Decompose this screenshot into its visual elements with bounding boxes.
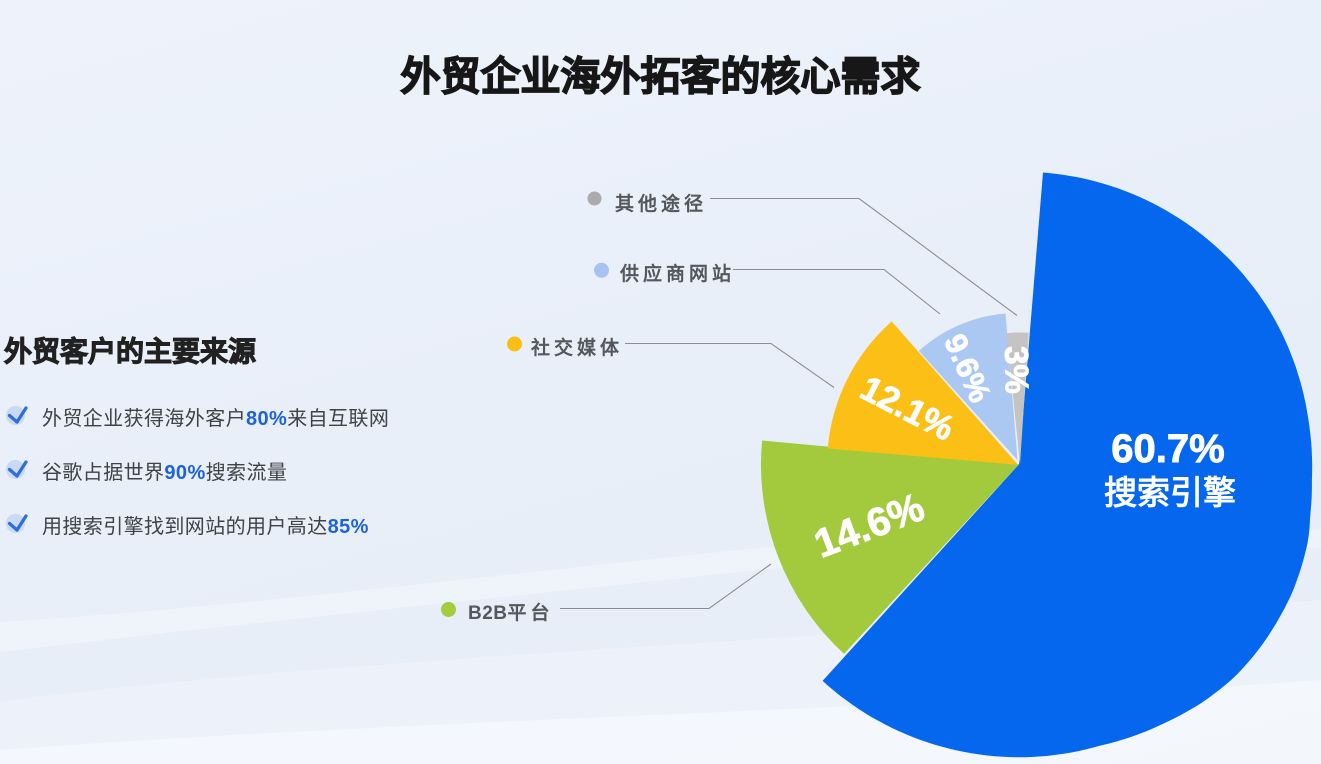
svg-text:3%: 3% xyxy=(998,346,1036,394)
svg-text:搜索引擎: 搜索引擎 xyxy=(1104,474,1236,511)
svg-text:60.7%: 60.7% xyxy=(1111,427,1224,471)
